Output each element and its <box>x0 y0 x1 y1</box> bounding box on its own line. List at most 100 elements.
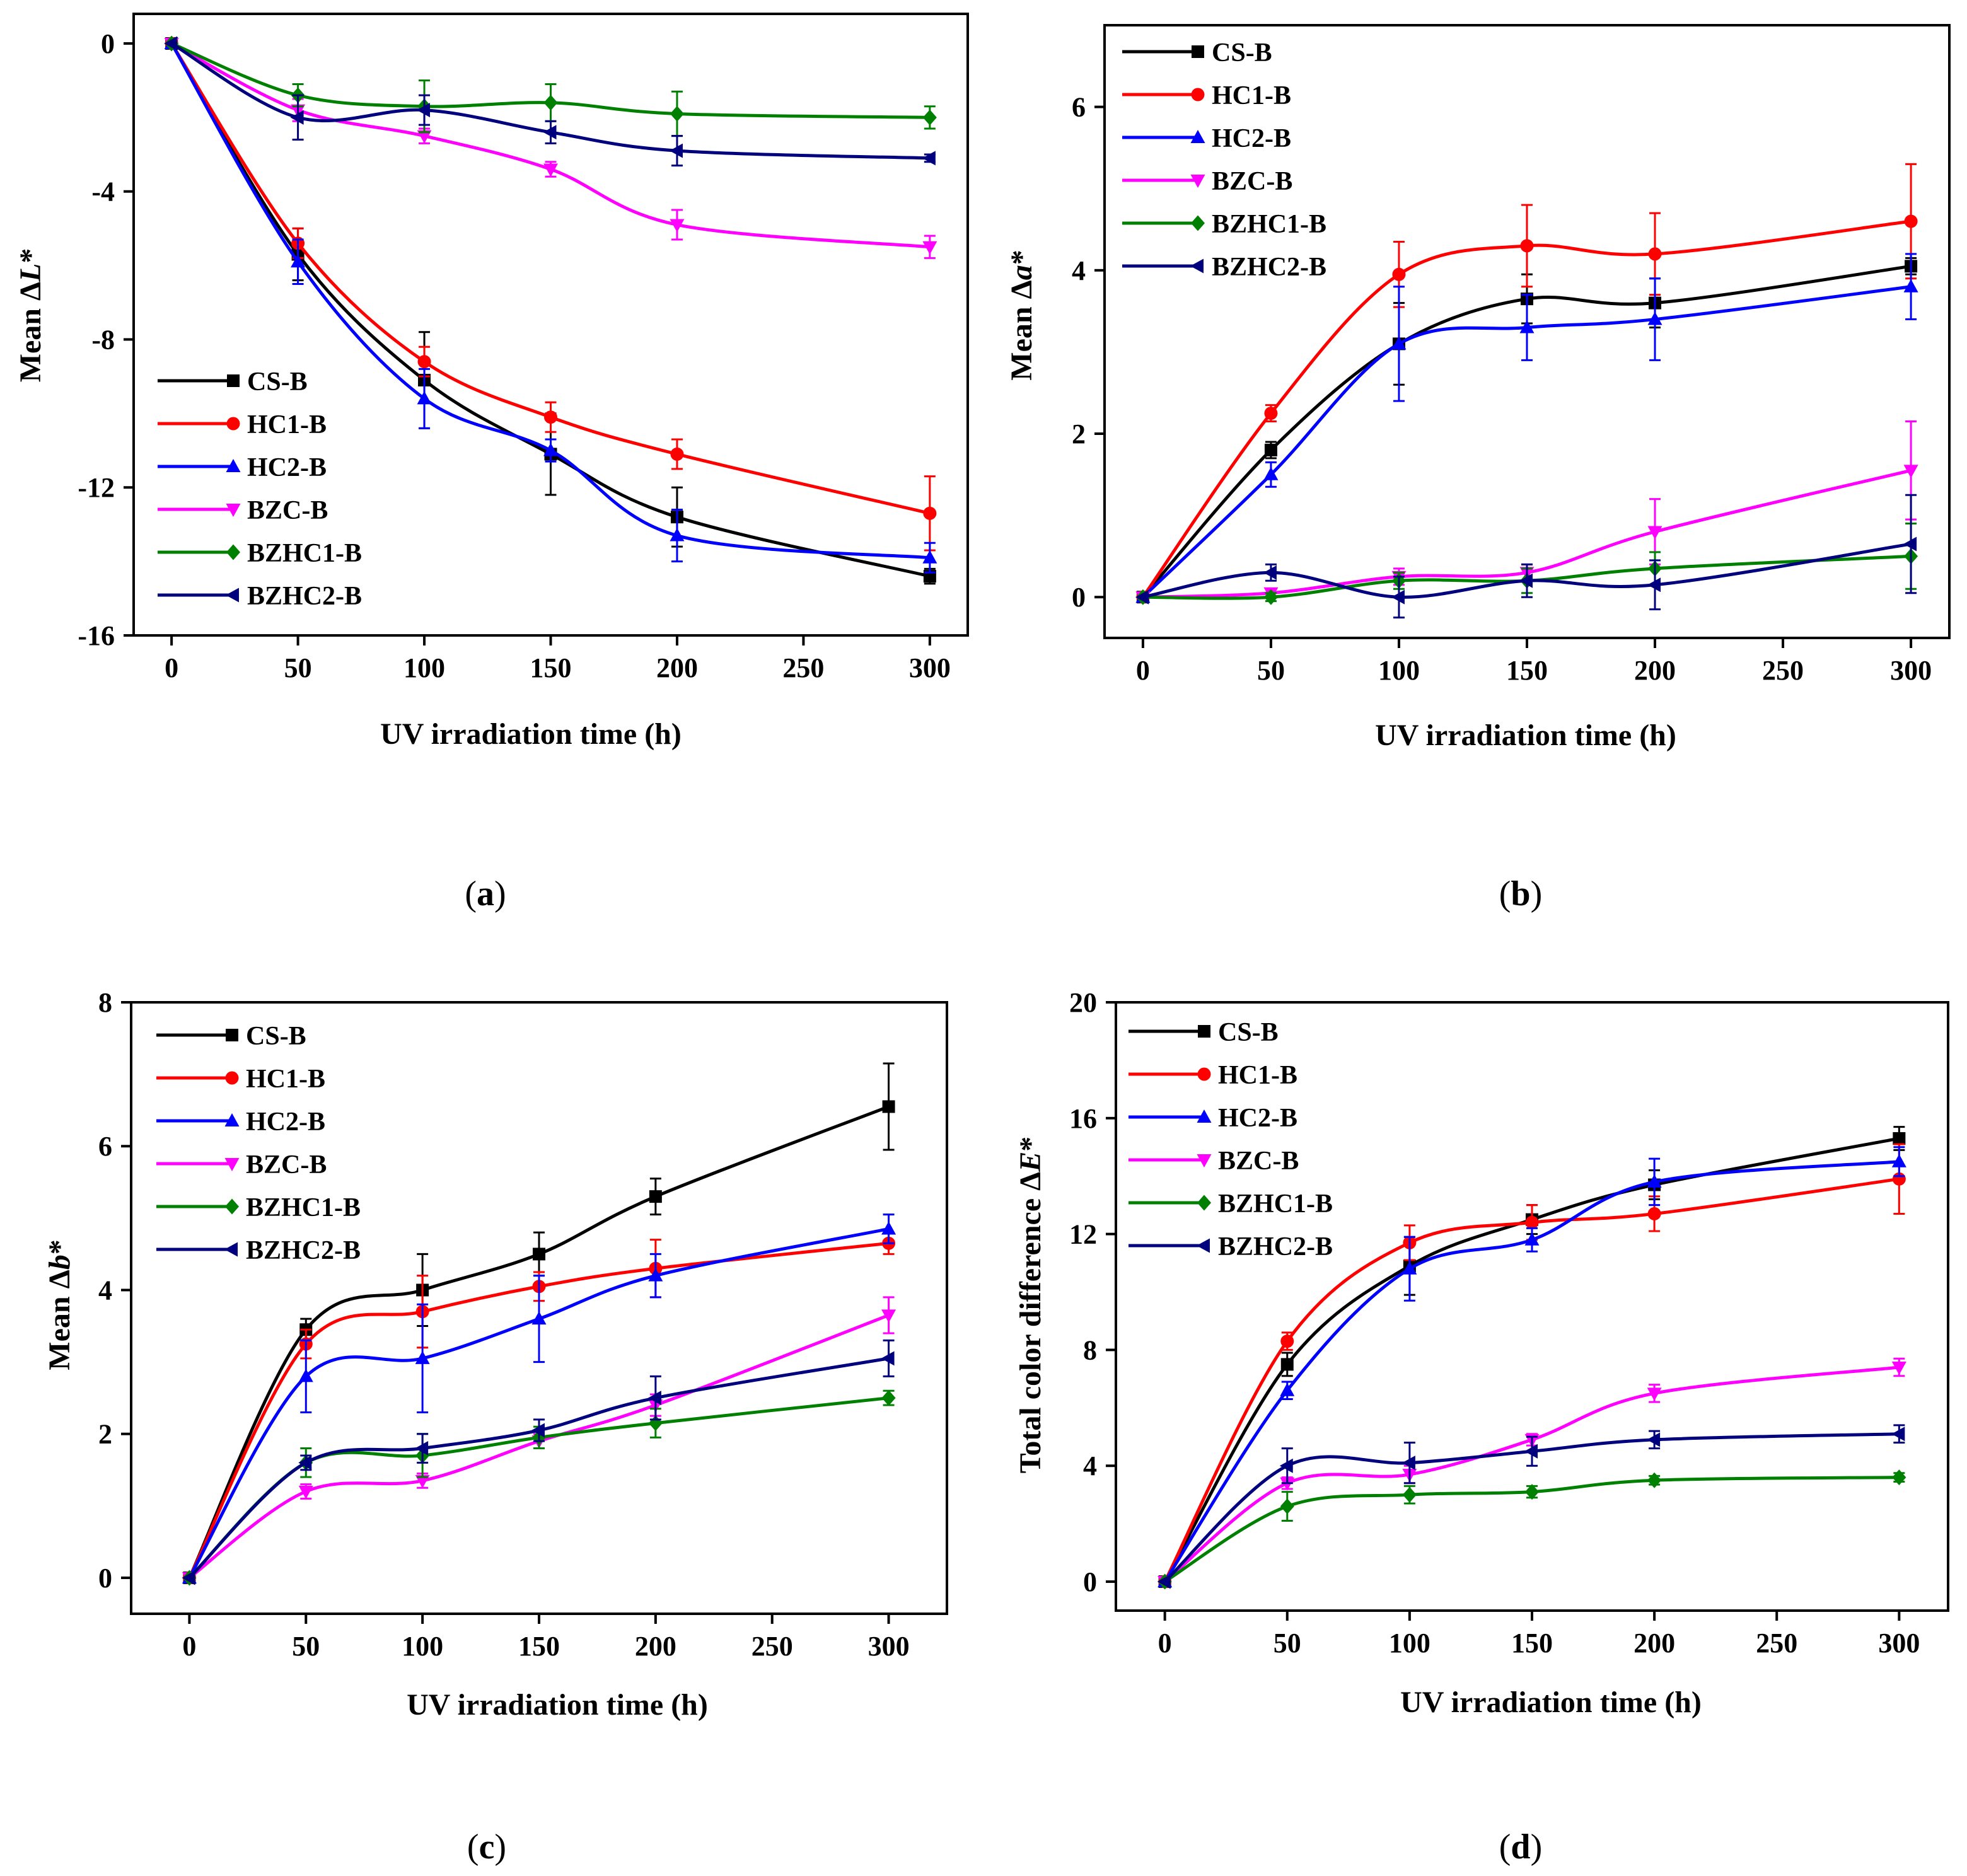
data-point <box>1903 536 1917 552</box>
data-point <box>531 1311 547 1325</box>
legend-entry-hc1-b: HC1-B <box>158 410 327 439</box>
legend-label: BZHC2-B <box>1218 1232 1333 1261</box>
x-tick-label: 250 <box>1756 1628 1797 1659</box>
axes-layer: 0 50 100 150 200 250 300 0 4 8 12 16 20 <box>1069 987 1949 1659</box>
legend-marker <box>1197 1238 1210 1253</box>
legend-marker <box>1197 1154 1212 1167</box>
data-point <box>647 1391 661 1406</box>
x-axis-title: UV irradiation time (h) <box>380 717 682 751</box>
legend-entry-hc1-b: HC1-B <box>1129 1061 1297 1090</box>
legend-entry-bzhc2-b: BZHC2-B <box>1129 1232 1333 1261</box>
data-point <box>1157 1574 1171 1589</box>
x-tick-label: 250 <box>782 652 824 683</box>
x-tick-label: 200 <box>1633 1628 1675 1659</box>
y-axis-title-var: a <box>1005 265 1038 280</box>
legend-label: HC1-B <box>1218 1061 1297 1090</box>
series-line <box>1163 1160 1900 1583</box>
legend-entry-hc2-b: HC2-B <box>156 1108 325 1137</box>
chart-panel-b: 0 50 100 150 200 250 300 0 2 4 6 CS-B HC1-B HC2-B BZC… <box>1005 24 1951 913</box>
legend-marker <box>227 374 240 387</box>
x-axis-title: UV irradiation time (h) <box>1400 1686 1702 1719</box>
panel-caption-d: (d) <box>1499 1827 1542 1867</box>
data-point <box>882 1100 895 1113</box>
series-line <box>170 42 931 560</box>
legend: CS-B HC1-B HC2-B BZC-B BZHC1-B BZHC2-B <box>158 368 362 611</box>
legend-marker <box>224 1242 238 1257</box>
y-axis-title-suffix: * <box>43 1239 76 1254</box>
data-point <box>415 1474 430 1488</box>
x-tick-label: 300 <box>1878 1628 1920 1659</box>
series-bzhc2-b <box>1135 494 1917 619</box>
data-point <box>1519 573 1533 588</box>
y-tick-label: 2 <box>1072 419 1086 449</box>
legend-marker <box>1192 45 1204 58</box>
y-tick-label: -8 <box>91 324 115 355</box>
data-point <box>164 36 178 51</box>
data-point <box>543 95 558 111</box>
legend-marker <box>1197 1067 1211 1081</box>
data-point <box>1893 1132 1906 1145</box>
legend-marker <box>226 459 241 472</box>
legend-entry-hc2-b: HC2-B <box>1129 1104 1297 1133</box>
y-tick-label: 0 <box>98 1563 112 1594</box>
data-point <box>1647 1432 1661 1447</box>
data-point <box>1525 1215 1539 1229</box>
y-axis-title-var: b <box>43 1254 76 1270</box>
legend: CS-B HC1-B HC2-B BZC-B BZHC1-B BZHC2-B <box>156 1022 361 1265</box>
data-point <box>1647 311 1662 325</box>
legend-marker <box>226 544 240 560</box>
y-axis-title-prefix: Mean Δ <box>14 282 47 382</box>
legend-marker <box>225 1198 239 1215</box>
data-point <box>1647 1174 1662 1188</box>
x-tick-label: 150 <box>518 1631 560 1662</box>
data-point <box>881 1309 896 1323</box>
series-line <box>1142 468 1912 599</box>
data-point <box>298 1486 313 1499</box>
legend-label: HC2-B <box>1212 124 1291 153</box>
data-point <box>1402 1261 1417 1275</box>
legend-marker <box>1198 1025 1210 1038</box>
legend-entry-bzhc2-b: BZHC2-B <box>156 1236 361 1265</box>
legend-label: BZC-B <box>1212 167 1292 196</box>
y-axis-title-prefix: Mean Δ <box>43 1270 76 1370</box>
data-point <box>1904 214 1918 228</box>
y-tick-label: 6 <box>98 1131 112 1162</box>
data-point <box>1402 1486 1417 1503</box>
legend: CS-B HC1-B HC2-B BZC-B BZHC1-B BZHC2-B <box>1129 1018 1333 1261</box>
legend-entry-bzc-b: BZC-B <box>1129 1147 1299 1176</box>
legend-label: HC2-B <box>1218 1104 1297 1133</box>
data-point <box>1647 1472 1662 1488</box>
data-point <box>1903 279 1918 292</box>
series-line <box>188 1227 890 1579</box>
data-point <box>298 1455 312 1470</box>
legend-entry-cs-b: CS-B <box>1122 38 1272 67</box>
legend-entry-bzc-b: BZC-B <box>156 1150 327 1179</box>
legend-label: BZC-B <box>247 496 328 525</box>
legend-label: HC1-B <box>246 1065 325 1094</box>
y-tick-label: 4 <box>1072 255 1086 286</box>
data-point <box>1391 336 1407 350</box>
panel-caption-c: (c) <box>467 1827 506 1867</box>
series-line <box>188 1105 890 1579</box>
y-tick-label: 8 <box>1083 1335 1097 1365</box>
series-layer <box>182 1062 896 1586</box>
data-point <box>291 254 306 268</box>
data-point <box>923 506 937 520</box>
x-tick-label: 50 <box>292 1631 320 1662</box>
y-axis-title-suffix: * <box>1014 1137 1047 1152</box>
data-point <box>298 1369 313 1382</box>
data-point <box>1892 1469 1906 1486</box>
x-tick-label: 250 <box>1762 655 1804 686</box>
y-tick-label: 0 <box>1072 582 1086 613</box>
series-line <box>1164 1476 1900 1584</box>
y-axis-title-var: E <box>1014 1152 1047 1172</box>
y-tick-label: -16 <box>78 620 115 651</box>
y-tick-label: -4 <box>91 177 115 207</box>
legend-entry-hc2-b: HC2-B <box>1122 124 1291 153</box>
data-point <box>1524 1444 1538 1459</box>
x-tick-label: 0 <box>1136 655 1150 686</box>
y-axis-title: Total color difference ΔE* <box>1014 1137 1047 1473</box>
data-point <box>1519 320 1535 333</box>
